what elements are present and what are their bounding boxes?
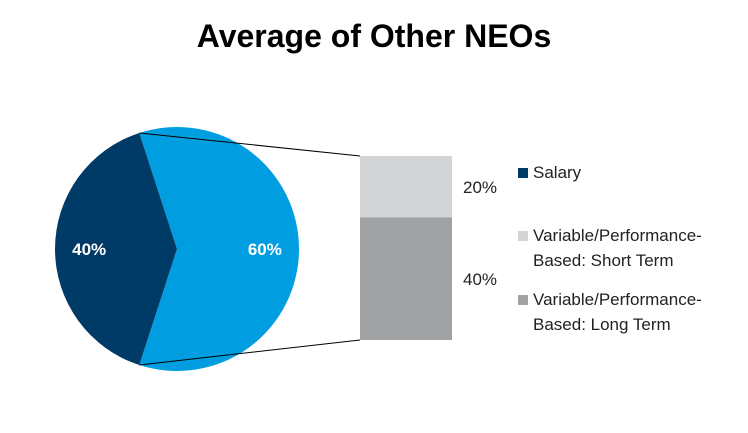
bar-label-long-term: 40%	[463, 270, 498, 289]
connector-line-bottom	[139, 339, 361, 366]
legend-label-short-term-line2: Based: Short Term	[533, 251, 674, 270]
legend-swatch-short-term	[518, 231, 528, 241]
legend-label-long-term-line2: Based: Long Term	[533, 315, 671, 334]
pie-slice-0	[139, 126, 300, 372]
legend-item-long-term: Variable/Performance- Based: Long Term	[518, 287, 702, 337]
bar-label-short-term: 20%	[463, 178, 498, 197]
legend-swatch-long-term	[518, 295, 528, 305]
legend-swatch-salary	[518, 168, 528, 178]
bar-segment-1	[360, 217, 452, 340]
connector-line-top	[139, 132, 361, 157]
pie-slice-1	[55, 132, 177, 366]
pie-label-1: 40%	[72, 240, 106, 259]
chart-title: Average of Other NEOs	[196, 18, 552, 54]
legend-label-long-term-line1: Variable/Performance-	[533, 290, 702, 309]
pie-label-0: 60%	[248, 240, 282, 259]
legend-item-short-term: Variable/Performance- Based: Short Term	[518, 223, 702, 273]
legend-label-salary: Salary	[533, 163, 582, 182]
bar-segment-0	[360, 156, 452, 218]
legend-label-short-term-line1: Variable/Performance-	[533, 226, 702, 245]
legend-item-salary: Salary	[518, 160, 581, 185]
